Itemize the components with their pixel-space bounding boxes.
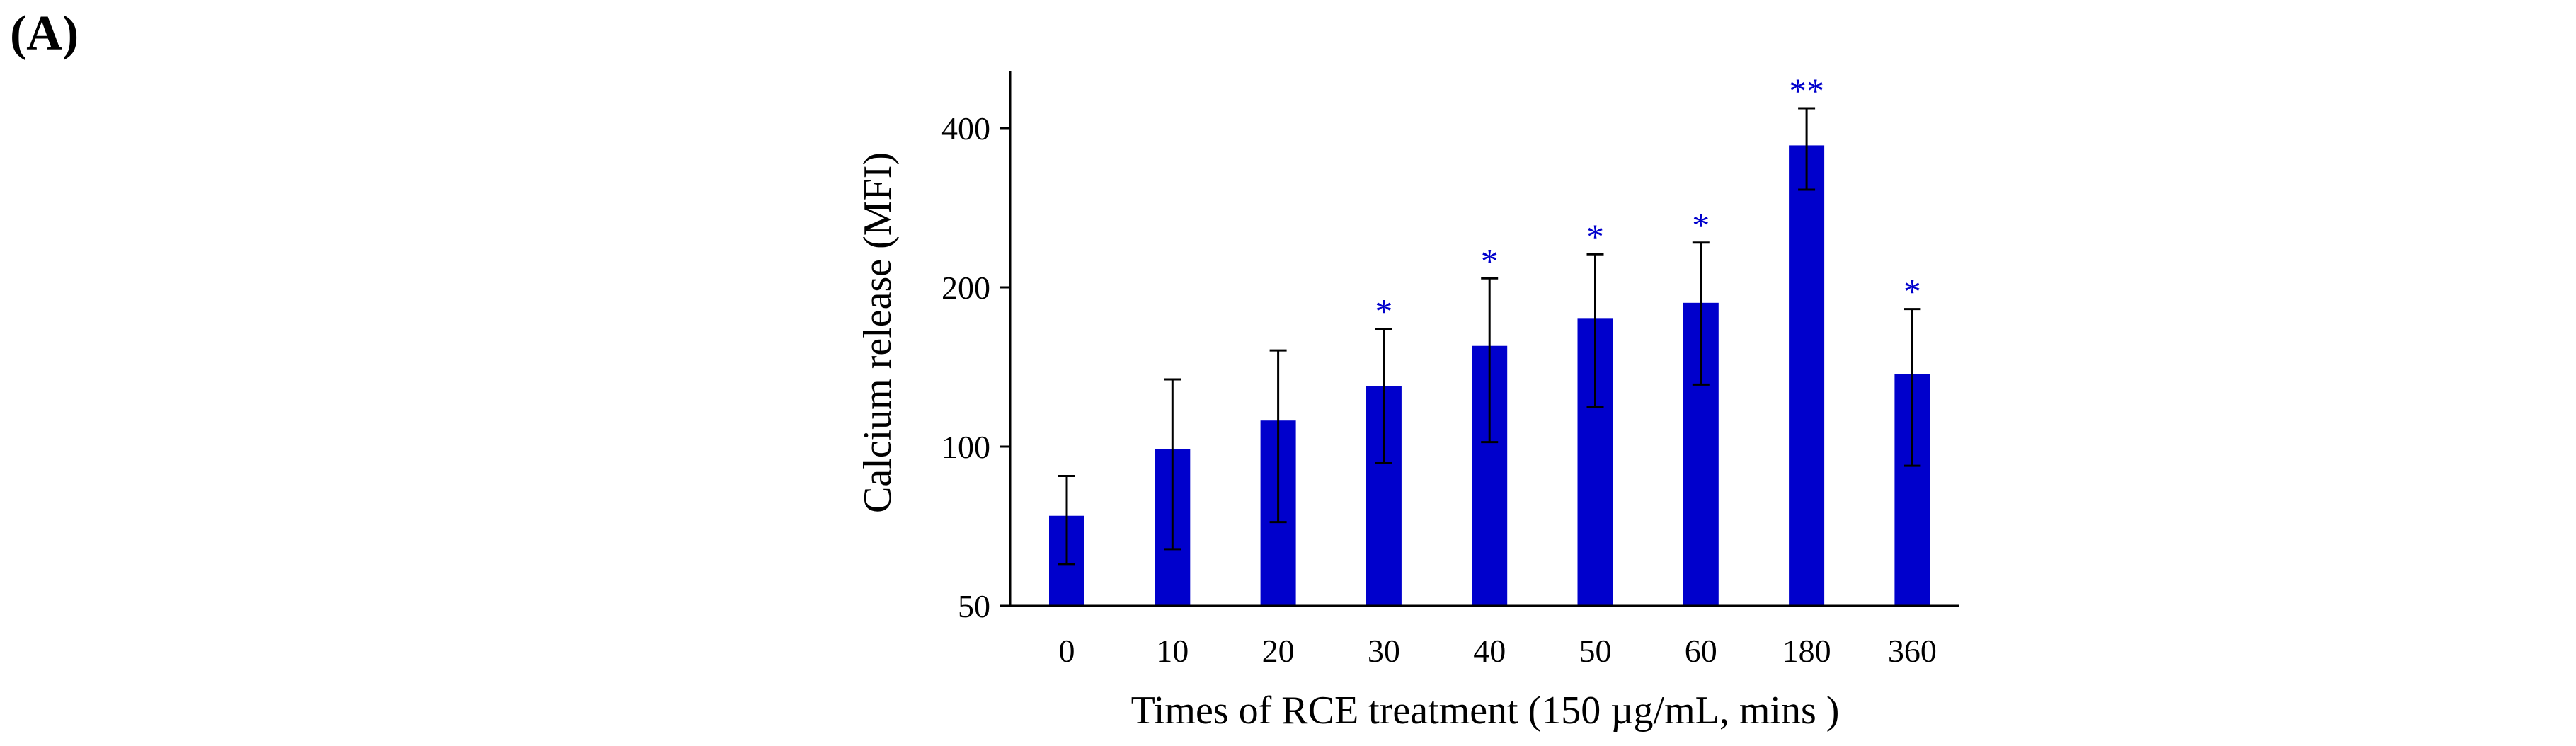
bars-layer [1049,145,1930,607]
significance-label: ** [1789,71,1824,110]
x-tick-label: 40 [1473,633,1506,669]
x-axis-title: Times of RCE treatment (150 µg/mL, mins … [1131,689,1840,733]
y-axis-title: Calcium release (MFI) [856,152,900,513]
y-tick-label: 400 [941,110,990,147]
panel-label: (A) [10,6,79,61]
significance-label: * [1375,292,1392,331]
x-tick-label: 50 [1579,633,1612,669]
x-tick-label: 30 [1368,633,1400,669]
significance-label: * [1586,217,1604,256]
significance-label: * [1904,272,1921,311]
significance-label: * [1481,241,1499,280]
error-bar [1904,308,1921,467]
x-tick-label: 20 [1262,633,1295,669]
x-tick-label: 0 [1059,633,1075,669]
significance-labels-layer: *** **** [1375,71,1920,331]
error-bar [1586,253,1604,408]
x-ticks-layer: 0 10 20 30 40 50 60 180 360 [1059,633,1937,669]
error-bars-layer [1058,107,1921,566]
error-bar [1481,277,1499,444]
x-tick-label: 360 [1888,633,1937,669]
y-ticks-layer: 50 100 200 400 [941,110,1010,624]
error-bar [1269,349,1287,524]
bar [1789,145,1825,607]
x-tick-label: 10 [1156,633,1189,669]
error-bar [1798,107,1816,191]
significance-label: * [1692,205,1710,245]
x-tick-label: 60 [1685,633,1717,669]
y-tick-label: 200 [941,270,990,306]
y-tick-label: 50 [958,588,990,624]
error-bar [1375,328,1392,465]
x-tick-label: 180 [1782,633,1831,669]
error-bar [1164,378,1181,551]
error-bar [1058,474,1075,566]
y-tick-label: 100 [941,429,990,465]
error-bar [1692,241,1710,386]
